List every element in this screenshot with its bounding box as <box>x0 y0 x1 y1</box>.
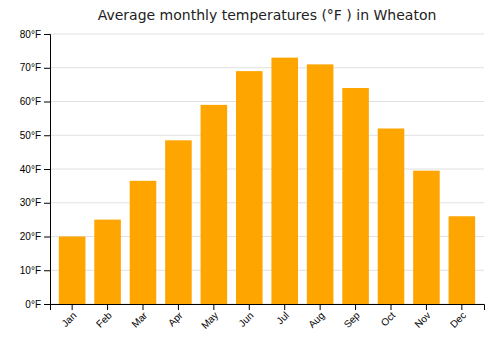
x-tick: Nov <box>412 304 432 330</box>
y-tick: 80°F <box>20 29 50 40</box>
y-tick-mark <box>44 237 50 238</box>
x-tick: Feb <box>94 304 114 330</box>
x-tick-label: Oct <box>379 310 398 329</box>
x-tick-mark <box>320 304 321 310</box>
y-tick-label: 30°F <box>20 197 41 208</box>
x-tick-mark <box>249 304 250 310</box>
y-tick-label: 70°F <box>20 62 41 73</box>
grid <box>50 34 484 304</box>
y-tick: 50°F <box>20 130 50 141</box>
y-tick-label: 10°F <box>20 265 41 276</box>
bar <box>307 64 334 304</box>
x-tick: Sep <box>342 304 363 330</box>
x-tick-mark <box>391 304 392 310</box>
x-tick-mark <box>107 304 108 310</box>
x-tick-label: May <box>199 310 220 331</box>
x-tick-mark <box>355 304 356 310</box>
y-tick: 30°F <box>20 197 50 208</box>
bar <box>378 129 405 305</box>
y-tick-label: 20°F <box>20 231 41 242</box>
y-axis: 0°F 10°F 20°F 30°F 40°F 50°F 60°F 70°F 80°F <box>20 29 51 310</box>
bar <box>271 58 298 304</box>
x-tick: Aug <box>306 304 326 330</box>
x-tick: Jan <box>59 304 78 329</box>
y-tick: 0°F <box>25 299 50 310</box>
title: Average monthly temperatures (°F ) in Wh… <box>98 7 437 23</box>
x-tick-label: Sep <box>342 309 363 330</box>
bar <box>342 88 369 304</box>
y-tick: 70°F <box>20 62 50 73</box>
y-axis-line <box>44 35 51 305</box>
x-tick-label: Apr <box>166 309 185 328</box>
grid-line <box>50 101 484 102</box>
x-tick-mark <box>461 304 462 310</box>
bar <box>449 216 476 304</box>
y-tick-mark <box>44 270 50 271</box>
x-tick-mark <box>213 304 214 310</box>
x-tick-mark <box>284 304 285 310</box>
y-tick-mark <box>44 135 50 136</box>
x-tick: Apr <box>166 304 185 328</box>
y-tick: 10°F <box>20 265 50 276</box>
bars <box>59 58 475 304</box>
x-tick-label: Feb <box>94 309 114 329</box>
x-tick-mark <box>426 304 427 310</box>
bar <box>413 171 440 304</box>
y-tick-label: 60°F <box>20 96 41 107</box>
x-tick: May <box>199 304 220 331</box>
bar <box>201 105 228 304</box>
x-tick: Mar <box>129 304 149 330</box>
y-tick-label: 50°F <box>20 130 41 141</box>
grid-line <box>50 34 484 35</box>
x-tick: Jul <box>274 304 291 326</box>
bar <box>94 220 121 304</box>
y-tick-label: 0°F <box>25 299 41 310</box>
x-tick-label: Nov <box>412 310 432 330</box>
y-tick-mark <box>44 68 50 69</box>
bar <box>130 181 157 304</box>
bar <box>59 237 86 305</box>
x-tick: Oct <box>379 304 398 328</box>
y-tick-mark <box>44 304 50 305</box>
grid-line <box>50 135 484 136</box>
y-tick-mark <box>44 34 50 35</box>
x-tick-label: Jun <box>236 310 255 329</box>
grid-line <box>50 169 484 170</box>
x-tick-label: Aug <box>306 310 326 330</box>
x-tick: Jun <box>236 304 255 329</box>
y-tick-label: 40°F <box>20 164 41 175</box>
y-tick: 40°F <box>20 164 50 175</box>
x-axis-line <box>51 305 485 311</box>
x-tick: Dec <box>448 304 468 330</box>
y-tick-mark <box>44 203 50 204</box>
bar <box>165 140 192 304</box>
x-tick-mark <box>178 304 179 310</box>
chart: 0°F 10°F 20°F 30°F 40°F 50°F 60°F 70°F 80°F Jan Fe… <box>0 0 500 350</box>
grid-line <box>50 67 484 68</box>
y-tick-label: 80°F <box>20 29 41 40</box>
x-axis: Jan Feb Mar Apr May Jun Jul Aug Sep Oct Nov Dec <box>51 304 485 331</box>
x-tick-label: Mar <box>129 309 149 329</box>
x-tick-mark <box>72 304 73 310</box>
x-tick-label: Jan <box>59 310 78 329</box>
y-tick-mark <box>44 169 50 170</box>
x-tick-mark <box>143 304 144 310</box>
y-tick-mark <box>44 102 50 103</box>
x-tick-label: Jul <box>274 310 291 327</box>
plot: 0°F 10°F 20°F 30°F 40°F 50°F 60°F 70°F 80°F Jan Fe… <box>20 29 485 331</box>
y-tick: 60°F <box>20 96 50 107</box>
y-tick: 20°F <box>20 231 50 242</box>
x-tick-label: Dec <box>448 310 468 330</box>
bar <box>236 71 263 304</box>
